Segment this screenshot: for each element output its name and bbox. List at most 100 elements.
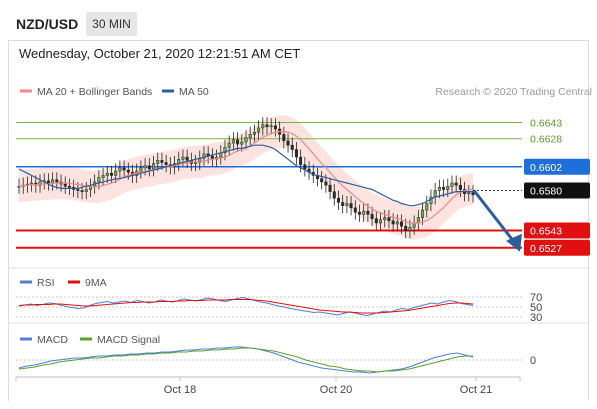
candle-body: [63, 183, 67, 187]
ma50-line: [18, 144, 473, 207]
candle-body: [76, 189, 80, 191]
candle-body: [404, 225, 408, 231]
target-level-label: 0.6643: [530, 118, 562, 130]
candle-body: [370, 214, 374, 219]
candle-body: [395, 221, 399, 225]
main-legend: MA 20 + Bollinger Bands MA 50 Research ©…: [20, 86, 592, 98]
candle-body: [202, 153, 206, 159]
macd-panel: MACD MACD Signal 0: [16, 334, 536, 374]
rsi-level-label: 70: [530, 292, 542, 304]
timeframe-badge[interactable]: 30 MIN: [86, 12, 137, 36]
candle-body: [303, 164, 307, 170]
candle-body: [223, 147, 227, 154]
candle-body: [332, 191, 336, 199]
macd-lines: 0: [16, 346, 536, 374]
candle-body: [257, 127, 261, 133]
legend-label-9ma: 9MA: [85, 277, 107, 289]
candle-body: [374, 218, 378, 224]
candle-body: [55, 179, 59, 183]
candle-body: [147, 165, 151, 170]
price-level-labels: 0.6643 0.6628 0.6602 0.6580 0.6543 0.6527: [524, 118, 590, 256]
candle-body: [118, 167, 122, 172]
legend-swatch-ma20: [20, 89, 32, 93]
candle-body: [341, 202, 345, 206]
candle-body: [437, 187, 441, 191]
legend-swatch-9ma: [68, 280, 80, 284]
candle-body: [471, 192, 475, 196]
candle-body: [265, 124, 269, 128]
candle-body: [101, 175, 105, 178]
candle-body: [366, 210, 370, 215]
legend-swatch-ma50: [162, 89, 174, 93]
forecast-arrow: [472, 189, 522, 252]
chart-datetime: Wednesday, October 21, 2020 12:21:51 AM …: [19, 46, 301, 61]
legend-swatch-macd-signal: [80, 337, 92, 341]
candle-body: [97, 177, 101, 183]
candle-body: [109, 173, 113, 176]
legend-label-macd-signal: MACD Signal: [97, 334, 160, 346]
candle-body: [383, 217, 387, 220]
candle-body: [446, 185, 450, 190]
candle-body: [391, 220, 395, 225]
resistance-level-label: 0.6602: [530, 162, 562, 174]
candle-body: [454, 182, 458, 186]
candle-body: [30, 182, 34, 185]
candle-body: [84, 189, 88, 192]
candle-body: [379, 219, 383, 224]
candle-body: [244, 137, 248, 143]
candle-body: [51, 179, 55, 184]
legend-swatch-rsi: [20, 280, 32, 284]
candle-body: [139, 167, 143, 172]
candle-body: [442, 187, 446, 190]
candle-body: [433, 190, 437, 198]
candle-body: [299, 156, 303, 165]
candle-body: [450, 182, 454, 187]
candle-body: [67, 185, 71, 188]
copyright-credit: Research © 2020 Trading Central: [435, 86, 592, 98]
forecast-arrow-shaft: [472, 189, 516, 243]
legend-label-ma20: MA 20 + Bollinger Bands: [37, 86, 152, 98]
candle-body: [387, 217, 391, 222]
candle-body: [80, 190, 84, 192]
candle-body: [282, 134, 286, 142]
candle-body: [126, 169, 130, 173]
candle-body: [269, 125, 273, 128]
support-label-box: [524, 222, 590, 239]
candle-body: [273, 125, 277, 130]
legend-swatch-macd: [20, 337, 32, 341]
candle-body: [38, 181, 42, 186]
candle-body: [46, 180, 50, 184]
x-axis: Oct 18 Oct 20 Oct 21: [15, 376, 521, 396]
candle-body: [122, 167, 126, 171]
candle-body: [240, 141, 244, 145]
target-level-label: 0.6628: [530, 134, 562, 146]
candle-body: [458, 184, 462, 190]
candle-body: [349, 203, 353, 209]
candle-body: [421, 209, 425, 218]
title-bar: NZD/USD 30 MIN: [0, 0, 597, 44]
macd-zero-label: 0: [530, 355, 536, 367]
forecast-arrow-head: [506, 233, 522, 252]
candle-body: [357, 211, 362, 215]
candle-body: [353, 207, 357, 213]
candle-body: [185, 156, 189, 161]
legend-label-rsi: RSI: [37, 277, 55, 289]
candle-body: [236, 139, 240, 145]
candle-body: [17, 185, 21, 188]
candle-body: [252, 131, 256, 135]
x-tick-label: Oct 21: [460, 384, 492, 396]
candle-body: [105, 173, 109, 176]
candle-body: [320, 178, 324, 183]
candle-body: [227, 142, 231, 148]
price-levels: [16, 122, 522, 249]
moving-averages: [18, 130, 474, 225]
support-label-box: [524, 239, 590, 256]
candle-body: [261, 124, 265, 129]
chart-frame: [8, 40, 589, 401]
x-tick-label: Oct 18: [164, 384, 196, 396]
candle-body: [362, 210, 366, 215]
resistance-label-box: [524, 158, 590, 175]
